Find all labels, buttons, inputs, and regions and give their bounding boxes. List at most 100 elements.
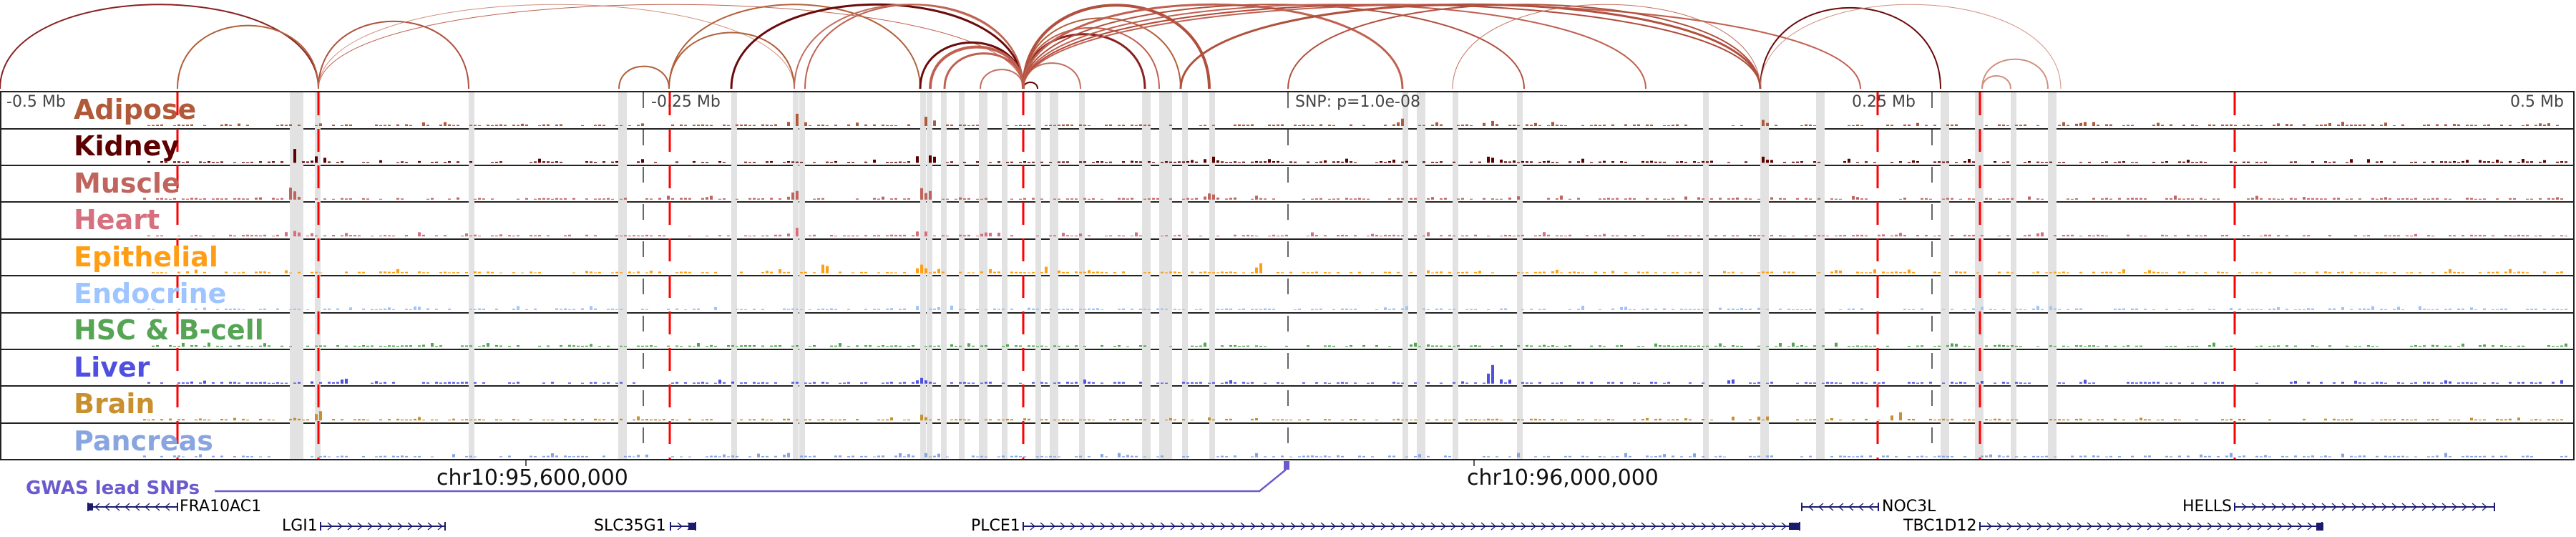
strand-arrow (1711, 522, 1717, 531)
tick-label-0.25mb: 0.25 Mb (1852, 93, 1916, 111)
strand-arrow (1501, 522, 1507, 531)
strand-arrow (154, 503, 160, 511)
strand-arrow (2482, 503, 2488, 511)
strand-arrow (2147, 522, 2153, 531)
strand-arrow (397, 522, 404, 531)
track-label-kidney: Kidney (74, 130, 180, 163)
strand-arrow (1060, 522, 1066, 531)
strand-arrow (367, 522, 374, 531)
strand-arrow (2311, 503, 2318, 511)
strand-arrow (1380, 522, 1387, 531)
strand-arrow (417, 522, 424, 531)
interaction-arc (943, 52, 1025, 90)
strand-arrow (1030, 522, 1036, 531)
strand-arrow (437, 522, 444, 531)
strand-arrow (1260, 522, 1267, 531)
strand-arrow (2321, 503, 2328, 511)
strand-arrow (1240, 522, 1246, 531)
interaction-arc (1452, 4, 1761, 90)
track-muscle: Muscle (1, 166, 2573, 203)
interaction-arc (318, 4, 795, 90)
strand-arrow (1771, 522, 1777, 531)
strand-arrow (1691, 522, 1697, 531)
gene-label-fra10ac1[interactable]: FRA10AC1 (180, 498, 262, 516)
track-pancreas: Pancreas (1, 424, 2573, 461)
strand-arrow (1996, 522, 2003, 531)
strand-arrow (1350, 522, 1357, 531)
strand-arrow (2137, 522, 2143, 531)
tick-label-minus-0.25mb: -0.25 Mb (651, 93, 721, 111)
strand-arrow (2177, 522, 2183, 531)
gene-label-slc35g1[interactable]: SLC35G1 (594, 517, 666, 535)
strand-arrow (1320, 522, 1327, 531)
strand-arrow (2117, 522, 2123, 531)
strand-arrow (2451, 503, 2458, 511)
strand-arrow (2287, 522, 2293, 531)
strand-arrow (1511, 522, 1517, 531)
gene-label-hells[interactable]: HELLS (2182, 498, 2232, 516)
track-label-hsc-bcell: HSC & B-cell (74, 314, 264, 347)
strand-arrow (1470, 522, 1477, 531)
strand-arrow (2281, 503, 2288, 511)
strand-arrow (1330, 522, 1337, 531)
interaction-arc (1179, 3, 1762, 90)
track-epithelial: Epithelial (1, 240, 2573, 277)
strand-arrow (1807, 503, 1814, 511)
strand-arrow (1250, 522, 1257, 531)
strand-arrow (1731, 522, 1737, 531)
strand-arrow (1581, 522, 1587, 531)
strand-arrow (1440, 522, 1447, 531)
strand-arrow (1828, 503, 1834, 511)
gene-label-tbc1d12[interactable]: TBC1D12 (1903, 517, 1977, 535)
strand-arrow (1290, 522, 1297, 531)
strand-arrow (327, 522, 333, 531)
interaction-arc (177, 24, 319, 90)
strand-arrow (1631, 522, 1637, 531)
strand-arrow (1300, 522, 1307, 531)
strand-arrow (1751, 522, 1757, 531)
strand-arrow (2351, 503, 2358, 511)
strand-arrow (1430, 522, 1437, 531)
strand-arrow (2187, 522, 2193, 531)
strand-arrow (164, 503, 170, 511)
strand-arrow (1868, 503, 1874, 511)
strand-arrow (1681, 522, 1687, 531)
track-label-pancreas: Pancreas (74, 425, 213, 457)
strand-arrow (1100, 522, 1106, 531)
gene-label-plce1[interactable]: PLCE1 (971, 517, 1020, 535)
interaction-arc (1760, 6, 1941, 90)
interaction-arc (1760, 4, 2062, 90)
strand-arrow (1671, 522, 1677, 531)
strand-arrow (677, 522, 683, 531)
chromatin-interaction-arcs (0, 3, 2062, 90)
strand-arrow (2331, 503, 2338, 511)
track-heart: Heart (1, 203, 2573, 240)
strand-arrow (1160, 522, 1166, 531)
gwas-snp-marker (1284, 461, 1289, 470)
strand-arrow (1410, 522, 1417, 531)
track-label-liver: Liver (74, 351, 150, 383)
interaction-arc (1022, 3, 1404, 90)
gene-label-noc3l[interactable]: NOC3L (1882, 498, 1936, 516)
interaction-arc (1981, 75, 2011, 90)
strand-arrow (1370, 522, 1377, 531)
strand-arrow (1220, 522, 1226, 531)
strand-arrow (2016, 522, 2023, 531)
gene-label-lgi1[interactable]: LGI1 (282, 517, 318, 535)
strand-arrow (1230, 522, 1236, 531)
coordinate-label-95.6mb: chr10:95,600,000 (436, 465, 628, 490)
interaction-arc (618, 65, 670, 90)
strand-arrow (2297, 522, 2303, 531)
strand-arrow (2391, 503, 2398, 511)
strand-arrow (337, 522, 343, 531)
interaction-arc (1023, 4, 1646, 90)
strand-arrow (2247, 522, 2253, 531)
strand-arrow (1480, 522, 1487, 531)
strand-arrow (1651, 522, 1657, 531)
strand-arrow (2441, 503, 2448, 511)
strand-arrow (2057, 522, 2063, 531)
strand-arrow (2307, 522, 2313, 531)
interaction-arc (804, 4, 1024, 90)
strand-arrow (1561, 522, 1567, 531)
interaction-arc (1981, 58, 2049, 90)
